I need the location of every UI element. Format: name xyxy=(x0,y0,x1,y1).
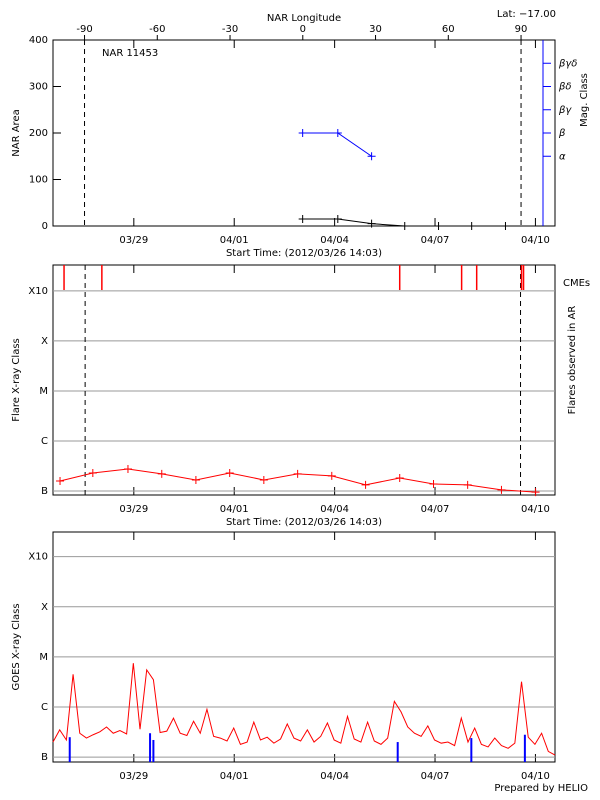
y-tick-label: B xyxy=(41,486,48,497)
point-marker xyxy=(259,475,268,484)
point-marker xyxy=(333,215,342,224)
y-tick-label: 200 xyxy=(29,128,48,139)
point-marker xyxy=(298,215,307,224)
y-tick-label: 0 xyxy=(42,221,48,232)
y-tick-label: 400 xyxy=(29,35,48,46)
point-marker xyxy=(463,480,472,489)
y-tick-label: C xyxy=(41,702,48,713)
x2-tick-label: 90 xyxy=(515,24,528,35)
y-tick-label: X10 xyxy=(28,286,48,297)
plot-frame xyxy=(52,531,556,763)
series-line xyxy=(302,132,372,157)
y-tick-label: M xyxy=(39,386,48,397)
point-marker xyxy=(497,485,506,494)
point-marker xyxy=(400,222,409,230)
x-tick-label: 03/29 xyxy=(119,235,148,246)
y2-axis-label: Flares observed in AR xyxy=(567,306,578,415)
x-tick-label: 04/07 xyxy=(421,771,450,782)
x-tick-label: 03/29 xyxy=(119,504,148,515)
x2-tick-label: 30 xyxy=(369,24,382,35)
x-tick-label: 04/01 xyxy=(220,771,249,782)
x-tick-label: 04/07 xyxy=(421,504,450,515)
y2-tick-label: βδ xyxy=(558,82,572,93)
series-line xyxy=(302,218,506,227)
x-axis-label: Start Time: (2012/03/26 14:03) xyxy=(226,517,382,528)
x-tick-label: 04/01 xyxy=(220,235,249,246)
legend-cmes: CMEs xyxy=(563,278,590,289)
point-marker xyxy=(361,480,370,489)
x-tick-label: 04/01 xyxy=(220,504,249,515)
x-tick-label: 04/10 xyxy=(521,235,550,246)
point-marker xyxy=(333,129,342,137)
point-marker xyxy=(531,488,540,497)
point-marker xyxy=(56,477,65,486)
x2-tick-label: -90 xyxy=(76,24,92,35)
y-tick-label: M xyxy=(39,652,48,663)
y-tick-label: X xyxy=(41,336,48,347)
point-marker xyxy=(225,468,234,477)
point-marker xyxy=(395,473,404,482)
point-marker xyxy=(327,471,336,480)
x2-tick-label: 0 xyxy=(300,24,306,35)
y2-tick-label: βγδ xyxy=(558,58,577,69)
y2-tick-label: βγ xyxy=(558,105,572,116)
y-tick-label: B xyxy=(41,752,48,763)
x-tick-label: 04/04 xyxy=(320,235,349,246)
x-tick-label: 03/29 xyxy=(119,771,148,782)
series-line xyxy=(52,663,556,756)
point-marker xyxy=(367,219,376,228)
y-axis-label: GOES X-ray Class xyxy=(11,603,22,690)
plot-frame xyxy=(52,264,556,496)
y2-tick-label: α xyxy=(559,151,566,162)
y-axis-label: NAR Area xyxy=(11,109,22,156)
point-marker xyxy=(123,464,132,473)
point-marker xyxy=(367,152,376,161)
point-marker xyxy=(293,469,302,478)
footer: Prepared by HELIO xyxy=(494,783,588,794)
point-marker xyxy=(191,475,200,484)
x-tick-label: 04/04 xyxy=(320,504,349,515)
x2-tick-label: -30 xyxy=(222,24,238,35)
point-marker xyxy=(298,129,307,137)
y2-tick-label: β xyxy=(558,128,566,139)
x-tick-label: 04/07 xyxy=(421,235,450,246)
x-tick-label: 04/10 xyxy=(521,771,550,782)
point-marker xyxy=(157,469,166,478)
x-tick-label: 04/10 xyxy=(521,504,550,515)
point-marker xyxy=(88,468,97,477)
x-tick-label: 04/04 xyxy=(320,771,349,782)
point-marker xyxy=(429,479,438,488)
lat-annotation: Lat: −17.00 xyxy=(497,9,556,20)
y-tick-label: X xyxy=(41,602,48,613)
x2-tick-label: 60 xyxy=(442,24,455,35)
y-tick-label: C xyxy=(41,436,48,447)
x2-tick-label: -60 xyxy=(149,24,165,35)
x2-axis-label: NAR Longitude xyxy=(267,13,341,24)
y2-axis-label: Mag. Class xyxy=(579,73,590,127)
chart-title: NAR 11453 xyxy=(102,48,158,59)
y-tick-label: X10 xyxy=(28,552,48,563)
x-axis-label: Start Time: (2012/03/26 14:03) xyxy=(226,248,382,259)
point-marker xyxy=(501,222,510,230)
point-marker xyxy=(467,222,476,230)
y-tick-label: 100 xyxy=(29,175,48,186)
y-axis-label: Flare X-ray Class xyxy=(11,338,22,422)
y-tick-label: 300 xyxy=(29,82,48,93)
point-marker xyxy=(434,222,443,230)
